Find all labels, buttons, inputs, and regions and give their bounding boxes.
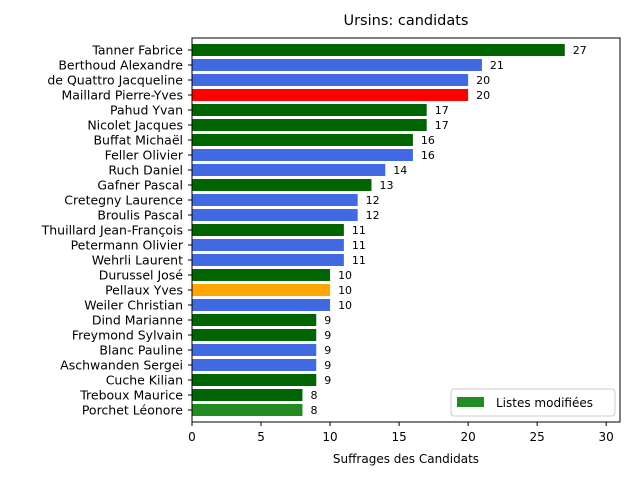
y-tick-label: Maillard Pierre-Yves xyxy=(61,88,183,103)
y-tick-label: de Quattro Jacqueline xyxy=(47,73,183,88)
legend-label: Listes modifiées xyxy=(496,396,593,410)
y-tick-label: Cuche Kilian xyxy=(106,373,183,388)
bar xyxy=(192,239,344,251)
x-tick-label: 5 xyxy=(257,430,265,444)
bar xyxy=(192,59,482,71)
bar xyxy=(192,374,317,386)
bar-value-label: 10 xyxy=(338,299,352,312)
bar-value-label: 8 xyxy=(310,389,317,402)
legend-swatch xyxy=(457,397,484,407)
bar-value-label: 20 xyxy=(476,89,490,102)
bar-value-label: 10 xyxy=(338,269,352,282)
bar xyxy=(192,119,427,131)
bar-value-label: 11 xyxy=(352,224,366,237)
y-tick-label: Porchet Léonore xyxy=(82,403,183,418)
x-tick-label: 0 xyxy=(188,430,196,444)
bar-value-label: 9 xyxy=(324,314,331,327)
bar-value-label: 11 xyxy=(352,239,366,252)
bar xyxy=(192,164,386,176)
bar-value-label: 17 xyxy=(435,104,449,117)
bar xyxy=(192,149,413,161)
bar xyxy=(192,389,303,401)
bar xyxy=(192,179,372,191)
x-tick-label: 25 xyxy=(530,430,545,444)
bar-value-label: 8 xyxy=(310,404,317,417)
bar-value-label: 9 xyxy=(324,329,331,342)
bar-value-label: 9 xyxy=(324,359,331,372)
bar-value-label: 27 xyxy=(573,44,587,57)
chart-title: Ursins: candidats xyxy=(343,13,468,29)
plot-frame xyxy=(191,37,621,423)
bar-value-label: 16 xyxy=(421,149,435,162)
bar xyxy=(192,314,317,326)
y-tick-label: Weiler Christian xyxy=(84,298,183,313)
bar-value-label: 17 xyxy=(435,119,449,132)
y-tick-label: Treboux Maurice xyxy=(79,388,183,403)
bar-value-label: 9 xyxy=(324,344,331,357)
bar-value-label: 12 xyxy=(366,209,380,222)
y-tick-label: Nicolet Jacques xyxy=(87,118,183,133)
bar-value-label: 9 xyxy=(324,374,331,387)
y-tick-label: Pahud Yvan xyxy=(110,103,183,118)
x-axis-label: Suffrages des Candidats xyxy=(333,452,479,466)
bar xyxy=(192,194,358,206)
bar xyxy=(192,344,317,356)
y-tick-label: Pellaux Yves xyxy=(105,283,183,298)
bar xyxy=(192,359,317,371)
bar xyxy=(192,104,427,116)
legend-frame xyxy=(450,388,616,417)
legend: Listes modifiées xyxy=(450,388,616,417)
y-tick-label: Wehrli Laurent xyxy=(92,253,183,268)
y-tick-label: Buffat Michaël xyxy=(93,133,183,148)
y-tick-label: Tanner Fabrice xyxy=(91,43,183,58)
bar xyxy=(192,44,565,56)
bar-value-label: 10 xyxy=(338,284,352,297)
bar xyxy=(192,404,303,416)
y-tick-label: Cretegny Laurence xyxy=(64,193,183,208)
y-tick-label: Blanc Pauline xyxy=(99,343,183,358)
y-tick-label: Broulis Pascal xyxy=(97,208,183,223)
bar-value-label: 21 xyxy=(490,59,504,72)
bar xyxy=(192,284,331,296)
bar xyxy=(192,254,344,266)
bar-value-label: 12 xyxy=(366,194,380,207)
y-tick-label: Durussel José xyxy=(99,268,184,283)
y-tick-label: Petermann Olivier xyxy=(71,238,184,253)
y-tick-label: Gafner Pascal xyxy=(97,178,183,193)
bar xyxy=(192,134,413,146)
y-tick-label: Aschwanden Sergei xyxy=(60,358,183,373)
bar xyxy=(192,209,358,221)
bar xyxy=(192,89,469,101)
x-tick-label: 20 xyxy=(460,430,475,444)
bar-value-label: 14 xyxy=(393,164,407,177)
x-tick-label: 15 xyxy=(391,430,406,444)
x-tick-label: 30 xyxy=(599,430,614,444)
bar xyxy=(192,299,331,311)
y-tick-label: Dind Marianne xyxy=(92,313,183,328)
bar xyxy=(192,269,331,281)
x-tick-label: 10 xyxy=(322,430,337,444)
y-tick-label: Ruch Daniel xyxy=(108,163,183,178)
bar xyxy=(192,329,317,341)
bars-layer: 2721202017171616141312121111111010109999… xyxy=(192,44,587,417)
bar-value-label: 20 xyxy=(476,74,490,87)
y-tick-label: Feller Olivier xyxy=(105,148,184,163)
bar-value-label: 11 xyxy=(352,254,366,267)
y-tick-label: Berthoud Alexandre xyxy=(58,58,183,73)
bar-value-label: 16 xyxy=(421,134,435,147)
bar xyxy=(192,74,469,86)
y-tick-label: Thuillard Jean-François xyxy=(41,223,183,238)
bar-value-label: 13 xyxy=(379,179,393,192)
bar xyxy=(192,224,344,236)
y-tick-label: Freymond Sylvain xyxy=(72,328,183,343)
